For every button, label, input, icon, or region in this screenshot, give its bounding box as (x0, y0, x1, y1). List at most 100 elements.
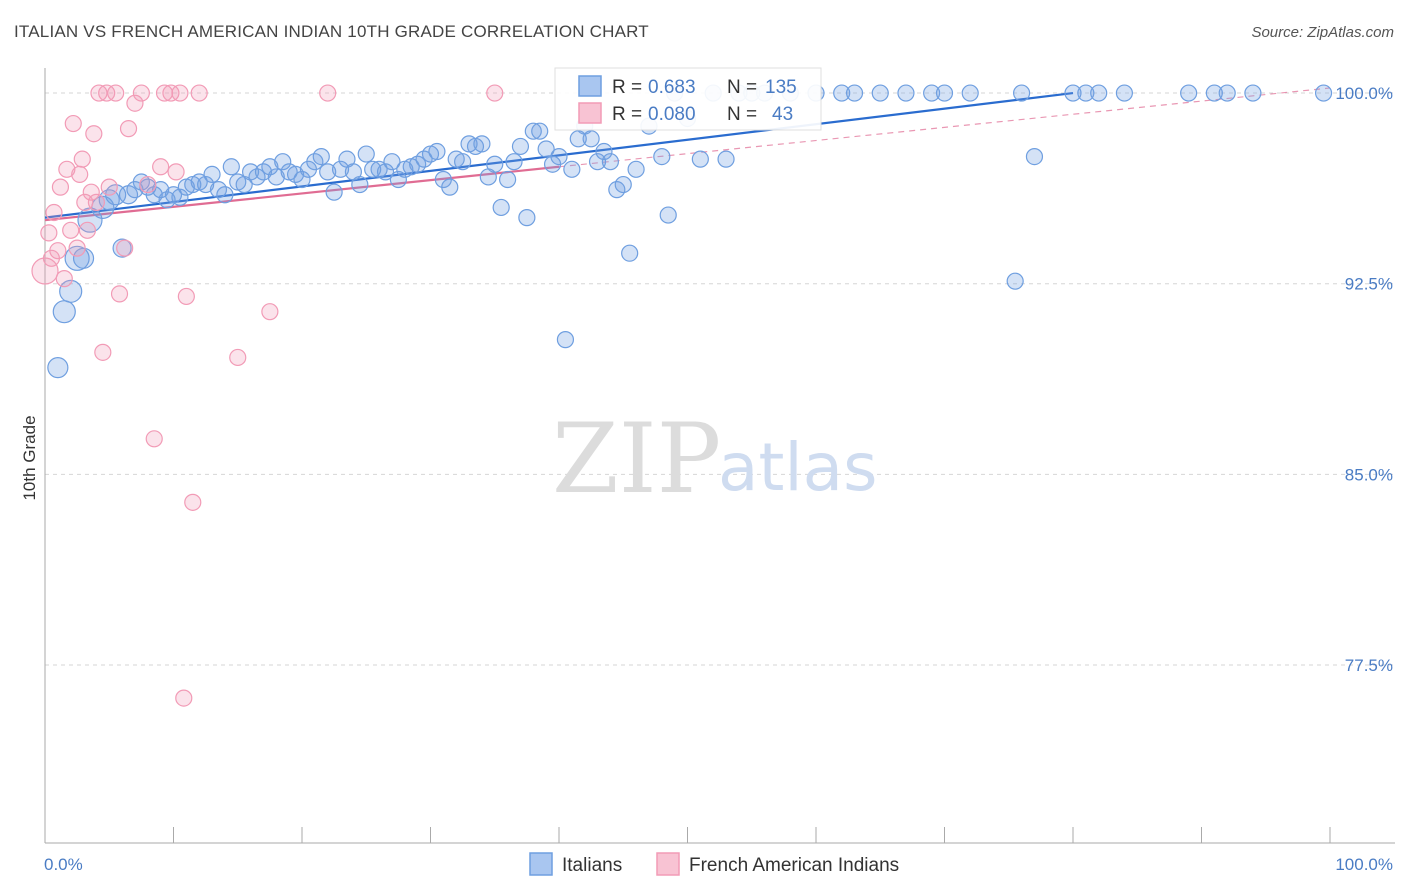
italians-point-46 (351, 175, 369, 194)
french-american-indians-point-14 (78, 221, 97, 239)
italians-point-112 (1025, 148, 1044, 166)
italians-point-1 (52, 300, 76, 324)
italians-point-4 (72, 247, 95, 269)
french-american-indians-point-1 (40, 224, 58, 242)
y-tick-label-3: 77.5% (1345, 656, 1393, 675)
italians-point-18 (171, 188, 189, 206)
x-tick-label-1: 100.0% (1335, 855, 1393, 874)
italians-point-88 (621, 244, 639, 262)
italians-point-89 (627, 160, 645, 178)
french-american-indians-point-17 (87, 193, 106, 211)
italians-point-70 (505, 153, 523, 171)
italians-point-110 (1006, 272, 1024, 290)
italians-point-51 (383, 153, 401, 171)
italians-point-33 (267, 168, 285, 186)
italians-point-104 (845, 84, 864, 102)
italians-point-62 (454, 153, 472, 171)
italians-point-47 (357, 145, 375, 163)
italians-point-82 (582, 130, 600, 148)
italians-point-78 (556, 331, 575, 349)
italians-point-92 (659, 206, 677, 224)
italians-point-119 (1218, 84, 1236, 102)
legend-n-label-2: N = (727, 104, 757, 125)
italians-point-113 (1064, 84, 1082, 102)
italians-point-108 (935, 84, 954, 102)
italians-point-74 (531, 122, 549, 140)
french-american-indians-point-38 (190, 84, 208, 102)
axes (44, 68, 1395, 844)
italians-point-83 (588, 153, 607, 171)
french-american-indians-point-3 (45, 203, 63, 222)
legend-n-label-1: N = (727, 77, 757, 98)
french-american-indians-point-22 (107, 84, 125, 102)
french-american-indians-point-29 (145, 430, 163, 448)
italians-point-79 (563, 160, 581, 178)
french-american-indians-point-35 (175, 689, 193, 707)
french-american-indians-point-41 (319, 84, 337, 102)
french-american-indians-point-23 (110, 285, 129, 303)
correlation-legend: R = 0.683 N = 135 R = 0.080 N = 43 (554, 67, 822, 131)
french-american-indians-point-15 (82, 183, 100, 201)
italians-point-25 (216, 186, 234, 204)
italians-point-26 (222, 158, 240, 176)
french-american-indians-point-32 (162, 84, 180, 102)
french-american-indians-point-30 (152, 158, 170, 176)
french-american-indians-point-42 (486, 84, 504, 102)
legend-r-value-2: 0.080 (648, 104, 696, 125)
french-american-indians-point-36 (177, 287, 195, 306)
x-tick-labels: 0.0% 100.0% (44, 855, 1393, 874)
bottom-legend-label-french-american-indians: French American Indians (689, 855, 899, 876)
italians-point-50 (376, 163, 395, 181)
italians-point-52 (389, 170, 407, 189)
italians-point-105 (871, 84, 889, 102)
italians-point-40 (312, 148, 330, 166)
italians-point-15 (152, 181, 170, 199)
watermark-atlas: atlas (718, 429, 878, 506)
y-axis-title: 10th Grade (20, 415, 39, 500)
italians-point-106 (897, 84, 915, 102)
italians-point-117 (1180, 84, 1198, 102)
french-american-indians-point-24 (116, 239, 134, 257)
italians-point-3 (64, 245, 90, 271)
y-tick-label-0: 100.0% (1335, 84, 1393, 103)
french-american-indians-point-9 (64, 114, 82, 133)
italians-point-71 (511, 137, 530, 156)
legend-r-label-1: R = (612, 77, 642, 98)
french-american-indians-point-8 (62, 221, 80, 239)
french-american-indians-point-21 (100, 178, 118, 196)
italians-point-84 (595, 142, 613, 161)
french-american-indians-point-5 (51, 178, 70, 196)
french-american-indians-point-19 (94, 343, 112, 361)
legend-r-label-2: R = (612, 104, 642, 125)
y-tick-label-1: 92.5% (1345, 275, 1393, 294)
french-american-indians-point-11 (71, 165, 89, 183)
italians-point-120 (1244, 84, 1262, 102)
french-american-indians-point-34 (171, 84, 189, 102)
french-american-indians-point-0 (31, 257, 59, 285)
italians-point-0 (47, 357, 69, 379)
italians-point-60 (441, 178, 459, 196)
italians-point-109 (961, 84, 979, 102)
italians-point-116 (1115, 84, 1134, 102)
chart-title: ITALIAN VS FRENCH AMERICAN INDIAN 10TH G… (14, 22, 649, 41)
watermark: ZIP atlas (552, 403, 878, 515)
italians-point-37 (293, 170, 311, 189)
italians-point-48 (364, 160, 382, 178)
italians-point-103 (833, 84, 851, 102)
chart-source: Source: ZipAtlas.com (1251, 24, 1394, 41)
italians-point-115 (1090, 84, 1108, 102)
italians-point-68 (492, 198, 510, 217)
y-tick-labels: 100.0% 92.5% 85.0% 77.5% (1335, 84, 1393, 675)
italians-point-41 (319, 163, 337, 181)
french-american-indians-point-7 (58, 160, 76, 178)
italians-point-42 (325, 183, 343, 201)
italians-point-72 (518, 209, 536, 227)
series-legend: Italians French American Indians (529, 852, 899, 876)
italians-point-2 (59, 279, 83, 303)
italians-point-77 (550, 148, 568, 166)
italians-point-69 (499, 170, 517, 189)
bottom-legend-swatch-french-american-indians (656, 852, 680, 876)
french-american-indians-point-12 (73, 150, 91, 168)
french-american-indians-point-16 (85, 125, 103, 143)
